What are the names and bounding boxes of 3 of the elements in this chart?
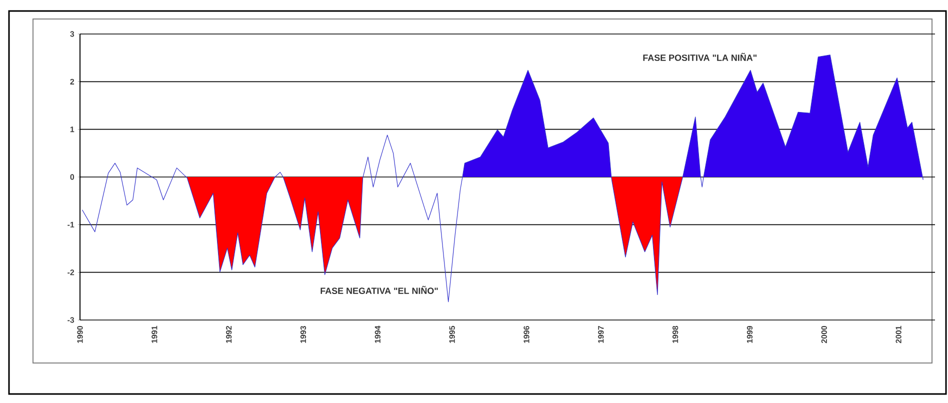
line-series <box>82 54 924 302</box>
annotation: FASE POSITIVA "LA NIÑA" <box>643 52 757 61</box>
annotation: FASE NEGATIVA "EL NIÑO" <box>320 286 438 294</box>
